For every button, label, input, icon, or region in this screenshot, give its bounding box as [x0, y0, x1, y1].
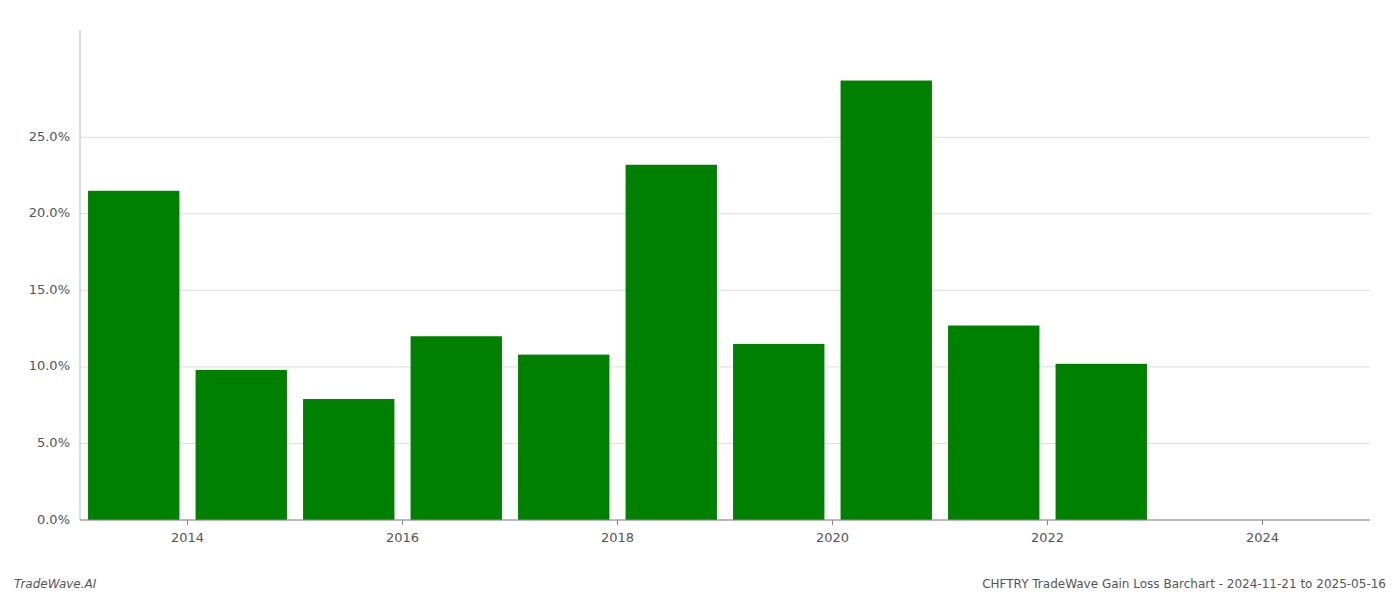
bar [841, 81, 932, 520]
bars [88, 81, 1147, 520]
x-tick-label: 2024 [1246, 530, 1279, 545]
chart: 0.0% 5.0% 10.0% 15.0% 20.0% 25.0% 2014 2016 2018… [0, 0, 1400, 600]
grid-line [80, 137, 1370, 138]
bar [411, 336, 502, 520]
y-tick-label: 10.0% [29, 358, 70, 373]
bar [733, 344, 824, 520]
y-tick-label: 5.0% [37, 435, 70, 450]
bar [88, 191, 179, 520]
x-tick-label: 2020 [816, 530, 849, 545]
x-tick [402, 520, 403, 525]
x-tick [187, 520, 188, 525]
x-tick-label: 2016 [386, 530, 419, 545]
grid-line [80, 290, 1370, 291]
grid-line [80, 366, 1370, 367]
x-tick-label: 2014 [171, 530, 204, 545]
y-tick-label: 20.0% [29, 205, 70, 220]
y-tick-label: 0.0% [37, 512, 70, 527]
y-axis-line [80, 30, 81, 520]
y-tick-label: 15.0% [29, 282, 70, 297]
bar [518, 355, 609, 520]
bar [196, 370, 287, 520]
footer-right: CHFTRY TradeWave Gain Loss Barchart - 20… [982, 577, 1386, 591]
x-tick [1047, 520, 1048, 525]
x-tick-label: 2022 [1031, 530, 1064, 545]
y-tick-label: 25.0% [29, 129, 70, 144]
bar [1056, 364, 1147, 520]
grid-line [80, 213, 1370, 214]
bar [948, 326, 1039, 520]
grid-line [80, 520, 1370, 521]
x-tick [832, 520, 833, 525]
x-axis-line [80, 520, 1370, 521]
bar [303, 399, 394, 520]
footer-left: TradeWave.AI [14, 577, 97, 591]
x-tick [1262, 520, 1263, 525]
grid [80, 137, 1370, 520]
x-tick [617, 520, 618, 525]
x-tick-label: 2018 [601, 530, 634, 545]
bar [626, 165, 717, 520]
